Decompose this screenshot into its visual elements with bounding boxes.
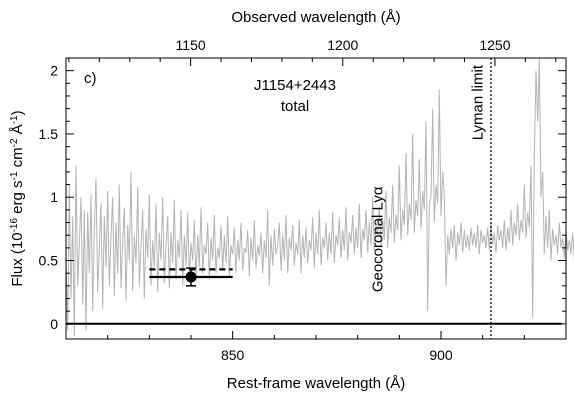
spectrum-layer: [65, 57, 574, 337]
y-tick-label: 2: [50, 63, 58, 79]
y-tick-label: 1.5: [39, 126, 59, 142]
x2-tick-label: 1250: [479, 37, 510, 53]
y-tick-label: 0: [50, 316, 58, 332]
y-axis-title-part: Flux (10: [9, 232, 26, 286]
ticks-layer: 850 900 0 0.5 1 1.5 2 1150 1200 1250: [39, 37, 567, 363]
rotated-annotation: Lyman limit: [470, 64, 487, 140]
x-tick-label: 900: [429, 347, 453, 363]
annotation-layer: Geocoronal Lyα Lyman limit: [370, 64, 487, 292]
data-point: [185, 271, 197, 283]
y-axis-title-exponent: -1: [9, 115, 20, 124]
y-tick-label: 1: [50, 189, 58, 205]
y-axis-title-exponent: -1: [9, 171, 20, 180]
y-axis-title-part: ): [9, 110, 26, 115]
panel-label: c): [84, 70, 97, 87]
spectrum-line: [65, 57, 574, 337]
y-axis-title-part: Å: [9, 124, 26, 138]
y-axis-title-exponent: -16: [9, 218, 20, 233]
y-axis-title-part: erg s: [9, 180, 26, 218]
y-axis-title-exponent: -2: [9, 138, 20, 147]
marks-layer: [149, 58, 492, 339]
object-subtitle: total: [281, 98, 309, 115]
x-tick-label: 850: [221, 347, 245, 363]
object-name: J1154+2443: [254, 77, 336, 94]
rotated-annotation: Geocoronal Lyα: [370, 186, 387, 292]
y-axis-title: Flux (10-16 erg s-1 cm-2 Å-1): [9, 110, 27, 286]
x2-tick-label: 1150: [176, 37, 206, 53]
y-axis-title-part: cm: [9, 147, 26, 171]
top-axis-title: Observed wavelength (Å): [231, 9, 400, 26]
x2-tick-label: 1200: [327, 37, 358, 53]
y-tick-label: 0.5: [39, 253, 59, 269]
x-axis-title: Rest-frame wavelength (Å): [227, 375, 405, 392]
